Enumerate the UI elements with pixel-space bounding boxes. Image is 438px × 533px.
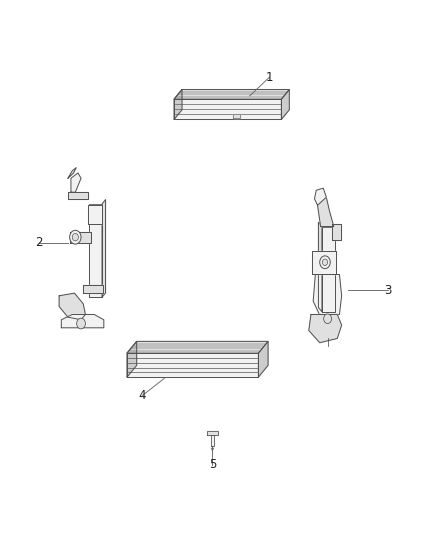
Polygon shape — [309, 314, 342, 343]
Polygon shape — [332, 224, 341, 240]
Polygon shape — [71, 173, 81, 192]
Polygon shape — [318, 197, 334, 227]
Polygon shape — [174, 90, 182, 119]
Text: 5: 5 — [209, 458, 216, 471]
Circle shape — [72, 233, 78, 241]
Polygon shape — [318, 222, 322, 312]
Polygon shape — [127, 342, 268, 353]
Text: 3: 3 — [384, 284, 391, 297]
Polygon shape — [211, 435, 214, 446]
Polygon shape — [127, 353, 258, 377]
Circle shape — [77, 318, 85, 329]
Polygon shape — [89, 204, 102, 297]
Polygon shape — [174, 90, 290, 99]
Polygon shape — [233, 114, 240, 118]
Polygon shape — [313, 274, 342, 317]
Polygon shape — [258, 342, 268, 377]
Polygon shape — [68, 167, 76, 178]
Polygon shape — [102, 200, 106, 297]
Polygon shape — [127, 342, 137, 377]
Polygon shape — [322, 227, 335, 312]
Polygon shape — [68, 192, 88, 198]
Polygon shape — [88, 205, 102, 224]
Circle shape — [70, 230, 81, 244]
Circle shape — [320, 256, 330, 269]
Polygon shape — [314, 188, 326, 205]
Circle shape — [324, 314, 332, 324]
Text: 2: 2 — [35, 236, 42, 249]
Polygon shape — [207, 431, 218, 435]
Polygon shape — [174, 99, 281, 119]
Polygon shape — [312, 251, 336, 274]
Circle shape — [322, 259, 328, 265]
Polygon shape — [59, 293, 85, 320]
Text: 4: 4 — [138, 389, 146, 402]
Text: 1: 1 — [265, 71, 273, 84]
Polygon shape — [61, 314, 104, 328]
Polygon shape — [83, 285, 103, 293]
Polygon shape — [70, 232, 91, 243]
Polygon shape — [281, 90, 290, 119]
